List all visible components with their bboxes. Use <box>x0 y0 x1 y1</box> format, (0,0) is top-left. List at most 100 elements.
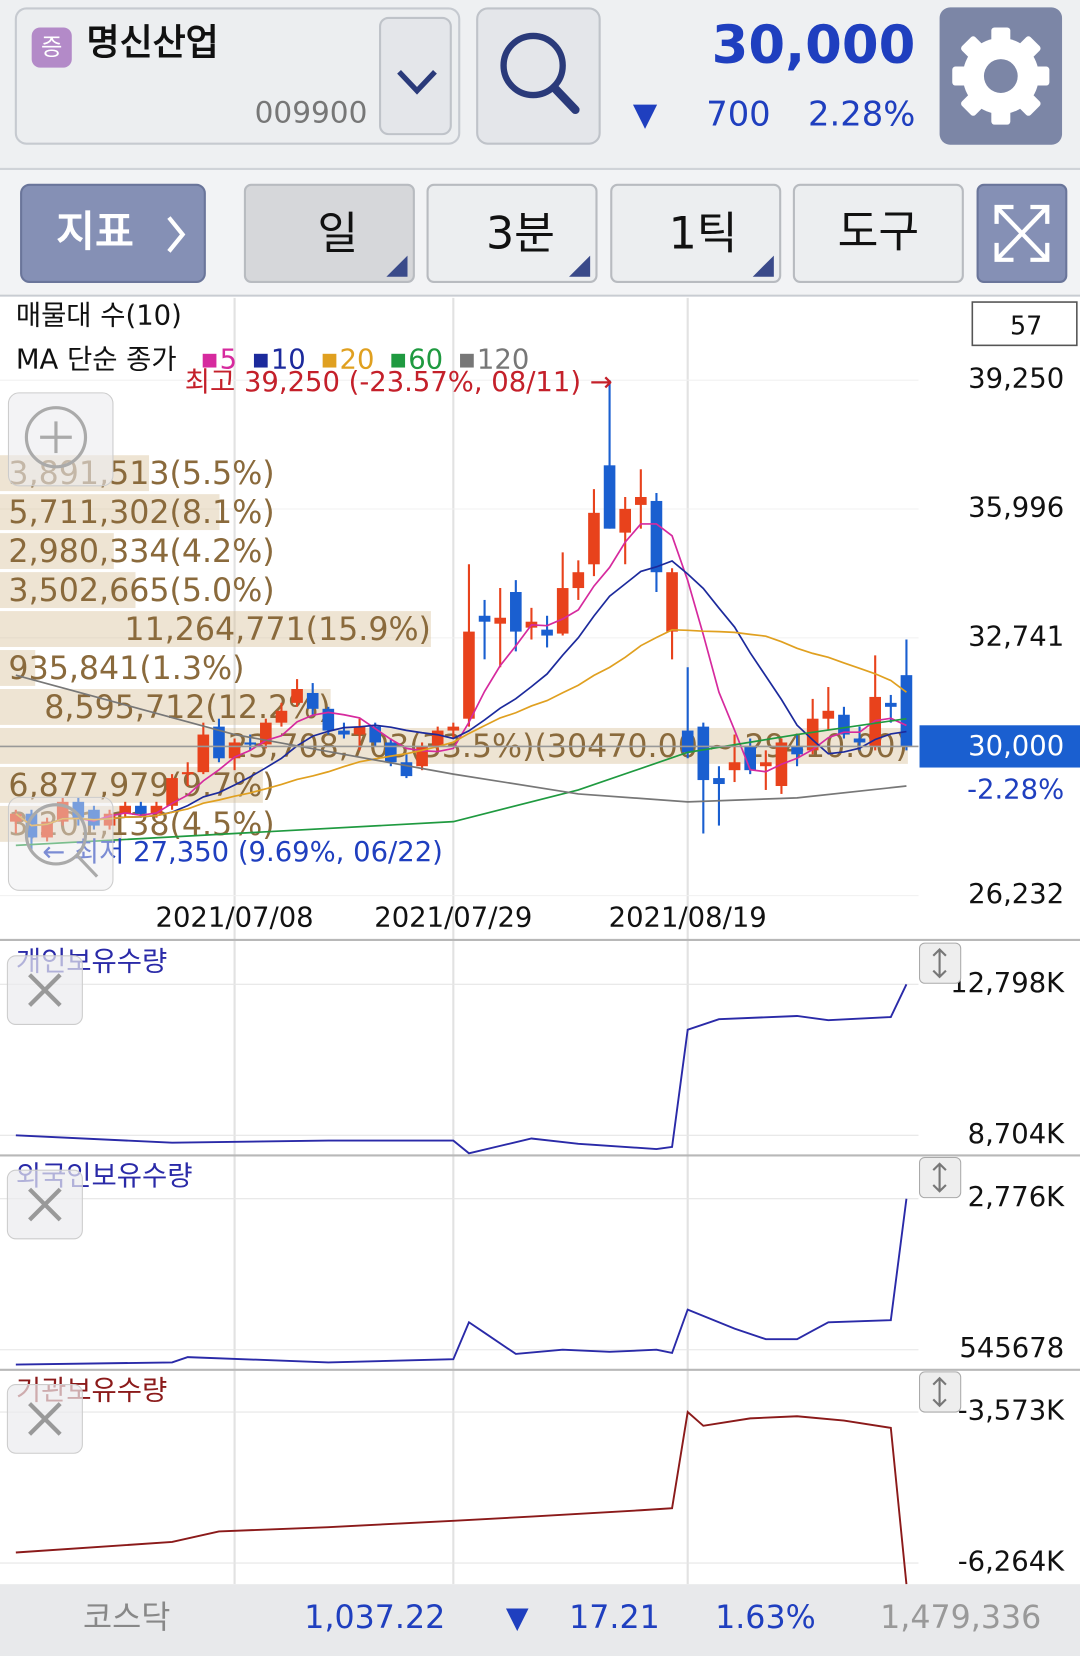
interval-text: 3분 <box>486 209 555 260</box>
candle-body <box>150 805 163 814</box>
candle-body <box>197 734 210 773</box>
ma-label: MA 단순 종가 <box>16 345 177 376</box>
candle-body <box>510 592 522 632</box>
badge-text: 증 <box>41 34 62 61</box>
resize-icon <box>932 1376 947 1408</box>
indicator-button[interactable]: 지표 <box>20 183 206 284</box>
y-tick-label: 32,741 <box>968 621 1064 652</box>
candle-body <box>494 617 507 624</box>
ma-line <box>15 628 907 827</box>
candle-body <box>650 500 663 573</box>
candle-body <box>463 631 475 719</box>
settings-button[interactable] <box>939 7 1063 145</box>
holding-line <box>15 983 908 1155</box>
period-box[interactable] <box>243 183 415 284</box>
tools-box[interactable] <box>792 183 964 284</box>
period-text: 일 <box>317 209 358 260</box>
market-name: 코스닥 <box>83 1600 170 1636</box>
resize-panel-button[interactable] <box>919 1371 962 1413</box>
zoom-out-button[interactable] <box>7 796 114 891</box>
candle-body <box>244 742 257 745</box>
candle-body <box>338 730 350 735</box>
candle-body <box>572 572 585 589</box>
change-pct: 2.28% <box>808 95 915 134</box>
close-panel-button[interactable] <box>6 1384 83 1454</box>
candle-body <box>135 805 147 814</box>
close-icon <box>28 1402 62 1436</box>
expand-button[interactable] <box>976 183 1068 284</box>
counter-box <box>971 301 1078 347</box>
interval-button[interactable]: 3분 <box>426 183 598 284</box>
stock-selector[interactable]: 증 명신산업 009900 <box>14 7 461 145</box>
tools-button[interactable]: 도구 <box>792 183 964 284</box>
close-panel-button[interactable] <box>6 955 83 1025</box>
interval-box[interactable] <box>426 183 598 284</box>
search-icon-handle <box>550 83 580 115</box>
price: 30,000 <box>712 15 916 76</box>
legend-label: 60 <box>408 345 443 376</box>
plot-layer <box>0 380 919 1585</box>
profile-bar <box>0 650 36 686</box>
dropdown-button[interactable] <box>379 16 452 136</box>
candle-body <box>447 726 460 731</box>
candle-body <box>666 572 678 632</box>
zoom-in-button[interactable] <box>7 392 114 487</box>
y-tick-label: 2,776K <box>968 1182 1066 1213</box>
profile-bar <box>0 689 331 725</box>
resize-icon <box>932 1162 947 1193</box>
candle-body <box>760 762 772 767</box>
candle-body <box>322 708 335 731</box>
candle-body <box>213 726 225 759</box>
period-button[interactable]: 일 <box>243 183 415 284</box>
candle-body <box>275 710 288 723</box>
candle-body <box>416 746 428 767</box>
legend-swatch <box>253 353 268 368</box>
candle-body <box>556 588 569 634</box>
badge <box>31 27 72 68</box>
candle-body <box>431 730 444 747</box>
y-tick-label: -3,573K <box>958 1396 1065 1427</box>
close-panel-button[interactable] <box>6 1169 83 1240</box>
candle-body <box>56 801 69 822</box>
legend-label: 10 <box>271 345 306 376</box>
corner-mark <box>386 255 408 277</box>
search-box[interactable] <box>476 7 601 145</box>
indicator-box[interactable] <box>20 183 206 284</box>
holding-line <box>15 1410 908 1585</box>
search-button[interactable] <box>476 7 601 145</box>
indicator-text: 지표 <box>56 207 134 256</box>
candle-body <box>681 730 694 753</box>
resize-panel-button[interactable] <box>919 1156 962 1199</box>
candle-body <box>603 465 616 529</box>
candle-body <box>228 742 241 759</box>
tick-button[interactable]: 1틱 <box>610 183 782 284</box>
tick-box[interactable] <box>610 183 782 284</box>
legend-swatch <box>202 353 217 368</box>
change-arrow: ▼ <box>633 97 658 133</box>
candle-body <box>260 722 272 745</box>
y-tick-label: 545678 <box>959 1333 1064 1364</box>
gear-icon <box>952 27 1050 125</box>
high-annotation: 최고 39,250 (-23.57%, 08/11) → <box>185 367 613 398</box>
candle-body <box>728 762 741 771</box>
y-tick-label: 12,798K <box>950 968 1065 999</box>
market-change: 17.21 <box>569 1600 660 1636</box>
profile-label: 3,502,665(5.0%) <box>8 573 274 609</box>
profile-bar <box>0 572 136 609</box>
stock-box[interactable] <box>14 7 461 145</box>
dropdown-box[interactable] <box>379 16 452 136</box>
market-change-pct: 1.63% <box>715 1600 816 1636</box>
profile-bar <box>0 533 114 570</box>
candle-body <box>41 821 53 838</box>
candle-body <box>900 675 913 747</box>
candle-body <box>853 738 866 743</box>
close-icon <box>28 973 62 1007</box>
candle-body <box>181 772 194 775</box>
resize-panel-button[interactable] <box>919 942 962 984</box>
candle-body <box>385 742 397 763</box>
indicator-chevron <box>167 216 186 253</box>
candle-body <box>10 813 22 822</box>
zoom-in-icon <box>24 406 88 469</box>
